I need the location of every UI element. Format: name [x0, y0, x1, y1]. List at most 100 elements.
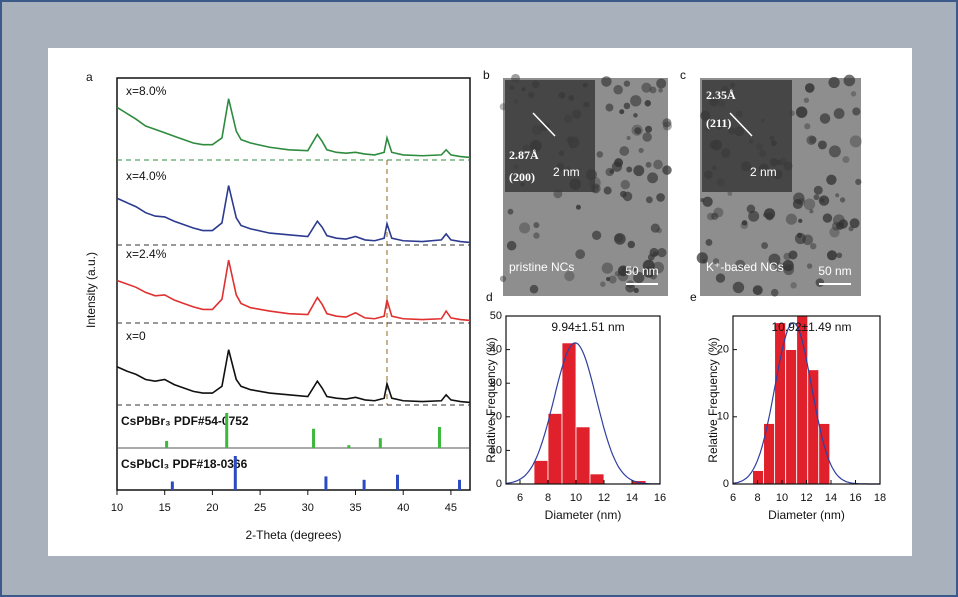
lattice-spacing: 2.35Å — [706, 88, 736, 102]
hrtem-inset — [702, 80, 792, 192]
nanocrystal — [529, 284, 539, 294]
nanocrystal — [600, 281, 606, 287]
nanocrystal — [631, 266, 637, 272]
nanocrystal — [656, 78, 667, 89]
bar — [561, 342, 577, 485]
x-tick-label: 10 — [776, 492, 788, 504]
y-tick-label: 10 — [717, 411, 729, 423]
nanocrystal — [641, 82, 652, 93]
y-axis-label: Relative Frequency (%) — [706, 337, 720, 462]
x-tick-label: 18 — [874, 492, 886, 504]
nanocrystal — [634, 127, 642, 135]
nanocrystal — [839, 197, 846, 203]
bar — [774, 322, 787, 485]
panel-label: d — [486, 290, 493, 304]
nanocrystal — [633, 287, 639, 294]
nanocrystal — [614, 233, 626, 245]
nanocrystal — [645, 196, 653, 204]
y-tick-label: 40 — [490, 344, 502, 356]
nanocrystal — [711, 212, 719, 220]
nanocrystal — [653, 159, 663, 170]
annotation: 10.92±1.49 nm — [772, 320, 852, 334]
nanocrystal — [601, 76, 612, 87]
nanocrystal — [835, 193, 840, 198]
nanocrystal — [650, 223, 660, 233]
nanocrystal — [804, 83, 815, 93]
nanocrystal — [850, 91, 857, 97]
nanocrystal — [626, 135, 631, 141]
nanocrystal — [842, 156, 850, 164]
nanocrystal — [658, 88, 663, 93]
nanocrystal — [803, 198, 816, 211]
nanocrystal — [782, 259, 794, 272]
nanocrystal — [596, 151, 604, 158]
nanocrystal — [507, 208, 514, 215]
x-tick-label: 12 — [800, 492, 812, 504]
nanocrystal — [833, 108, 845, 119]
legend-label: x=0 — [126, 329, 146, 343]
nanocrystal — [826, 250, 838, 261]
nanocrystal — [606, 276, 611, 282]
nanocrystal — [849, 135, 862, 148]
x-tick-label: 6 — [517, 492, 523, 504]
reference-stick — [437, 427, 441, 448]
nanocrystal — [619, 146, 630, 156]
nanocrystal — [623, 102, 631, 110]
scale-label: 50 nm — [625, 264, 658, 278]
legend-label: x=2.4% — [126, 247, 167, 261]
scale-label: 50 nm — [818, 264, 851, 278]
reference-stick — [170, 481, 174, 490]
nanocrystal — [533, 222, 540, 229]
nanocrystal — [809, 209, 814, 214]
nanocrystal — [652, 261, 665, 274]
nanocrystal — [506, 240, 517, 251]
plot-frame — [116, 77, 471, 491]
y-tick-label: 10 — [490, 444, 502, 456]
bar — [547, 413, 563, 485]
nanocrystal — [815, 278, 825, 287]
nanocrystal — [519, 222, 531, 234]
y-tick-label: 50 — [490, 310, 502, 322]
nanocrystal — [642, 259, 655, 272]
x-tick-label: 16 — [849, 492, 861, 504]
reference-stick — [395, 474, 399, 490]
nanocrystal — [630, 95, 642, 107]
nanocrystal — [614, 158, 624, 168]
nanocrystal — [601, 262, 614, 274]
y-axis-label: Intensity (a.u.) — [84, 252, 98, 328]
xrd-trace — [116, 185, 471, 244]
nanocrystal — [829, 227, 840, 238]
nanocrystal — [702, 196, 713, 207]
nanocrystal — [785, 213, 797, 225]
nanocrystal — [617, 265, 629, 277]
nanocrystal — [843, 74, 856, 87]
lattice-plane: (211) — [706, 116, 731, 130]
nanocrystal — [575, 204, 581, 210]
nanocrystal — [647, 172, 659, 184]
xrd-trace — [116, 349, 471, 404]
nanocrystal — [608, 275, 617, 284]
nanocrystal — [752, 285, 763, 296]
reference-label: CsPbBr₃ PDF#54-0752 — [121, 414, 249, 428]
lattice-spacing: 2.87Å — [509, 148, 539, 162]
nanocrystal — [803, 97, 810, 103]
x-tick-label: 20 — [206, 502, 218, 514]
panel-label: a — [86, 70, 93, 84]
nanocrystal — [633, 113, 638, 118]
nanocrystal — [741, 220, 748, 226]
nanocrystal — [657, 247, 667, 258]
nanocrystal — [797, 197, 806, 206]
bar — [533, 460, 549, 485]
nanocrystal — [806, 263, 813, 269]
x-tick-label: 14 — [626, 492, 638, 504]
bar — [807, 369, 820, 485]
nanocrystal — [828, 145, 841, 158]
nanocrystal — [795, 106, 808, 118]
nanocrystal — [852, 107, 861, 116]
bar — [575, 426, 591, 485]
annotation: 9.94±1.51 nm — [551, 320, 624, 334]
nanocrystal — [770, 288, 779, 297]
micrograph-caption: K⁺-based NCs — [706, 260, 784, 274]
nanocrystal — [619, 109, 625, 115]
